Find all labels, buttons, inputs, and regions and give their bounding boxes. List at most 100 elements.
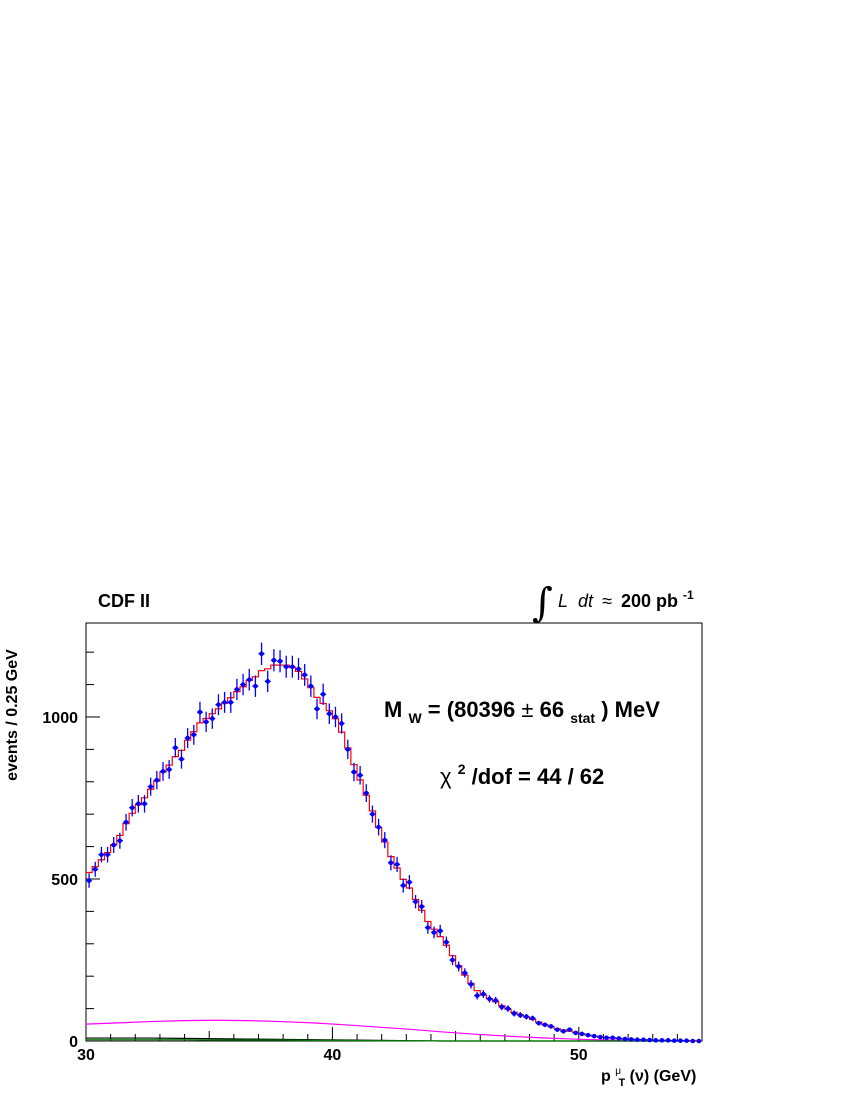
luminosity-exponent: -1 <box>683 588 694 602</box>
data-point <box>363 784 370 803</box>
data-point <box>289 655 296 678</box>
data-point <box>609 1035 616 1041</box>
data-point <box>523 1013 530 1020</box>
data-point <box>548 1024 555 1029</box>
data-point <box>277 650 284 673</box>
data-point <box>652 1038 659 1043</box>
data-point <box>381 832 388 849</box>
mw-val: 66 <box>540 697 564 722</box>
mw-sub: W <box>408 710 422 726</box>
data-point <box>424 921 431 934</box>
data-point <box>153 770 160 790</box>
mw-stat: stat <box>570 710 595 726</box>
y-tick-label: 0 <box>69 1034 78 1051</box>
data-point <box>634 1037 641 1043</box>
simulation-histogram <box>86 664 702 1042</box>
data-point <box>418 899 425 914</box>
plot-frame <box>85 622 703 1042</box>
data-point <box>116 832 123 849</box>
mw-annotation: M W = (80396 ± 66 stat ) MeV <box>384 697 660 728</box>
data-point <box>86 873 93 888</box>
data-point <box>615 1036 622 1041</box>
data-point <box>307 675 314 697</box>
data-point <box>332 706 339 728</box>
data-point <box>135 795 142 813</box>
data-point <box>480 990 487 998</box>
data-point <box>554 1027 561 1032</box>
chi2-annotation: χ 2 /dof = 44 / 62 <box>440 754 604 789</box>
data-point <box>233 678 240 701</box>
data-point <box>141 795 148 813</box>
data-point <box>640 1037 647 1043</box>
data-point <box>172 738 179 758</box>
luminosity-label: ∫ L dt ≈ 200 pb -1 <box>532 580 694 626</box>
data-point <box>486 995 493 1003</box>
data-point <box>683 1038 690 1043</box>
data-point <box>203 711 210 732</box>
data-point <box>246 668 253 691</box>
data-point <box>412 894 419 909</box>
data-point <box>492 996 499 1005</box>
xlabel-rest: (ν) (GeV) <box>630 1068 697 1085</box>
data-point <box>517 1012 524 1018</box>
data-point <box>166 760 173 779</box>
data-point <box>603 1035 610 1041</box>
data-point <box>301 663 308 686</box>
y-axis-label: events / 0.25 GeV <box>4 649 21 781</box>
chi-rest: /dof = 44 / 62 <box>472 764 605 789</box>
data-point <box>529 1015 536 1022</box>
data-point <box>665 1038 672 1043</box>
data-point <box>658 1038 665 1043</box>
data-point <box>196 701 203 723</box>
mw-eq: = (80396 <box>428 697 522 722</box>
data-point <box>677 1038 684 1043</box>
x-tick-label: 30 <box>77 1047 95 1064</box>
luminosity-dt: dt <box>578 591 594 611</box>
data-point <box>671 1038 678 1043</box>
data-point <box>129 799 136 817</box>
data-point <box>326 703 333 725</box>
data-point <box>209 708 216 729</box>
data-point <box>295 658 302 680</box>
xlabel-sup: μ <box>615 1066 621 1077</box>
x-tick-label: 40 <box>324 1047 342 1064</box>
background-curve-0 <box>85 1019 702 1042</box>
data-point <box>147 777 154 796</box>
luminosity-value: 200 pb <box>621 591 678 611</box>
mw-suffix: ) MeV <box>601 697 660 722</box>
data-point <box>350 762 357 782</box>
data-point <box>264 670 271 693</box>
data-point <box>560 1028 567 1034</box>
data-point <box>572 1030 579 1036</box>
data-point <box>498 1003 505 1011</box>
data-point <box>160 762 166 781</box>
data-point <box>597 1034 604 1040</box>
data-point <box>110 836 117 853</box>
data-point <box>375 818 382 836</box>
x-tick-label: 50 <box>570 1047 588 1064</box>
data-points <box>86 642 702 1044</box>
data-point <box>369 805 376 823</box>
mw-pm: ± <box>521 697 533 722</box>
data-point <box>449 954 456 966</box>
data-point <box>258 642 265 665</box>
data-point <box>252 675 259 697</box>
data-point <box>394 856 401 872</box>
data-point <box>578 1031 585 1037</box>
luminosity-approx: ≈ <box>602 591 612 611</box>
data-point <box>184 728 191 748</box>
data-point <box>541 1022 548 1028</box>
luminosity-L: L <box>558 591 568 611</box>
data-point <box>461 968 468 978</box>
data-point <box>474 991 481 1000</box>
svg-text:L dt ≈ 200 p: L dt ≈ 200 pb -1 <box>558 588 694 611</box>
data-point <box>437 924 444 937</box>
data-point <box>511 1010 518 1017</box>
data-point <box>585 1032 592 1038</box>
data-point <box>646 1037 653 1043</box>
data-point <box>591 1033 598 1039</box>
data-point <box>270 649 277 672</box>
experiment-label: CDF II <box>98 591 150 611</box>
integral-symbol: ∫ <box>532 580 553 626</box>
